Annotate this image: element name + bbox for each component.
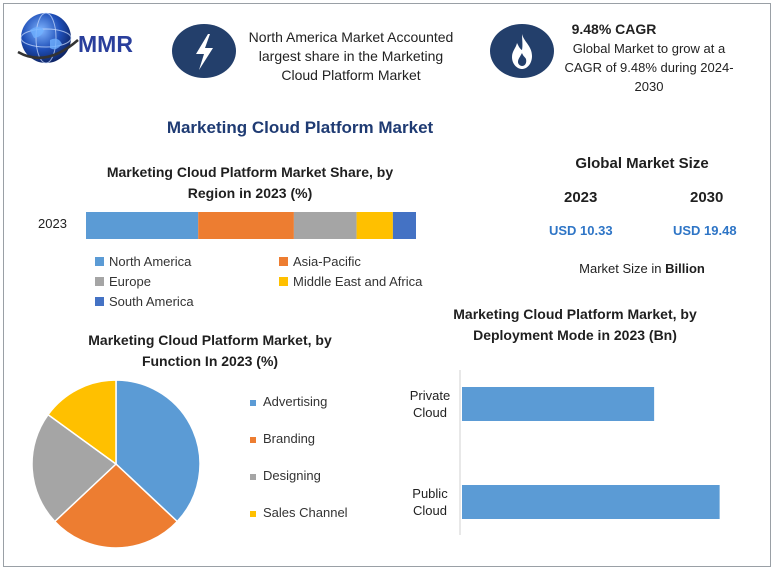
legend-item-north-america: North America [95, 254, 191, 269]
legend-swatch [95, 277, 104, 286]
legend-item-branding: Branding [250, 431, 315, 446]
legend-item-designing: Designing [250, 468, 321, 483]
legend-label: Asia-Pacific [293, 254, 361, 269]
region-bar-europe [293, 212, 357, 239]
legend-label: Advertising [263, 394, 328, 409]
market-value-2023: USD 10.33 [549, 223, 613, 238]
pie-slice-sales-channel [46, 379, 117, 466]
market-size-unit-note: Market Size in Billion [579, 261, 705, 276]
global-market-size-title: Global Market Size [575, 155, 709, 172]
legend-label: North America [109, 254, 192, 269]
pie-slice-designing [31, 413, 118, 523]
region-bar-south-america [392, 212, 416, 239]
legend-label: Sales Channel [263, 505, 348, 520]
logo-text: MMR [78, 31, 133, 57]
legend-swatch [95, 297, 104, 306]
legend-item-south-america: South America [95, 294, 194, 309]
year-2023-label: 2023 [564, 189, 598, 206]
legend-item-advertising: Advertising [250, 394, 327, 409]
deployment-bar-private-cloud [462, 387, 655, 421]
region-share-chart: 2023 [38, 212, 416, 239]
deployment-bar-public-cloud [462, 485, 720, 519]
callout-north-america: North America Market Accounted largest s… [248, 29, 454, 83]
flame-icon [490, 24, 554, 78]
function-pie-chart [31, 379, 201, 549]
mmr-logo: MMR [12, 10, 162, 70]
deployment-category-label: Public [412, 486, 448, 501]
deployment-category-label: Cloud [413, 503, 447, 518]
legend-label: Europe [109, 274, 151, 289]
pie-slice-branding [53, 462, 179, 549]
legend-swatch [279, 257, 288, 266]
legend-label: Branding [263, 431, 316, 446]
legend-item-europe: Europe [95, 274, 151, 289]
region-legend: North America Asia-Pacific Europe Middle Ea… [95, 254, 455, 314]
legend-label: Designing [263, 468, 321, 483]
legend-item-middle-east-and-africa: Middle East and Africa [279, 274, 422, 289]
deployment-chart-title: Marketing Cloud Platform Market, by Depl… [453, 306, 697, 343]
region-category-label: 2023 [38, 216, 67, 231]
legend-swatch [250, 400, 256, 406]
deployment-category-label: Cloud [413, 405, 447, 420]
deployment-bar-chart: Private Cloud Public Cloud [410, 370, 720, 535]
infographic-frame [3, 3, 771, 567]
region-bar-north-america [86, 212, 199, 239]
page-title: Marketing Cloud Platform Market [166, 118, 434, 137]
region-bar-asia-pacific [198, 212, 294, 239]
globe-icon: MMR [17, 12, 133, 64]
callout-cagr: 9.48% CAGR Global Market to grow at a CA… [556, 20, 742, 96]
market-value-2030: USD 19.48 [673, 223, 737, 238]
pie-slice-advertising [115, 379, 201, 523]
cagr-title: 9.48% CAGR [571, 21, 657, 37]
year-2030-label: 2030 [690, 189, 724, 206]
legend-swatch [250, 474, 256, 480]
legend-swatch [250, 437, 256, 443]
deployment-category-label: Private [410, 388, 450, 403]
legend-label: Middle East and Africa [293, 274, 423, 289]
function-legend: Advertising Branding Designing Sales Channe… [250, 394, 380, 534]
legend-label: South America [109, 294, 194, 309]
region-chart-title: Marketing Cloud Platform Market Share, b… [106, 164, 394, 201]
legend-item-asia-pacific: Asia-Pacific [279, 254, 361, 269]
lightning-bolt-icon [172, 24, 236, 78]
region-bar-middle-east-and-africa [356, 212, 393, 239]
legend-swatch [279, 277, 288, 286]
legend-item-sales-channel: Sales Channel [250, 505, 348, 520]
legend-swatch [250, 511, 256, 517]
function-chart-title: Marketing Cloud Platform Market, by Func… [88, 332, 332, 369]
legend-swatch [95, 257, 104, 266]
